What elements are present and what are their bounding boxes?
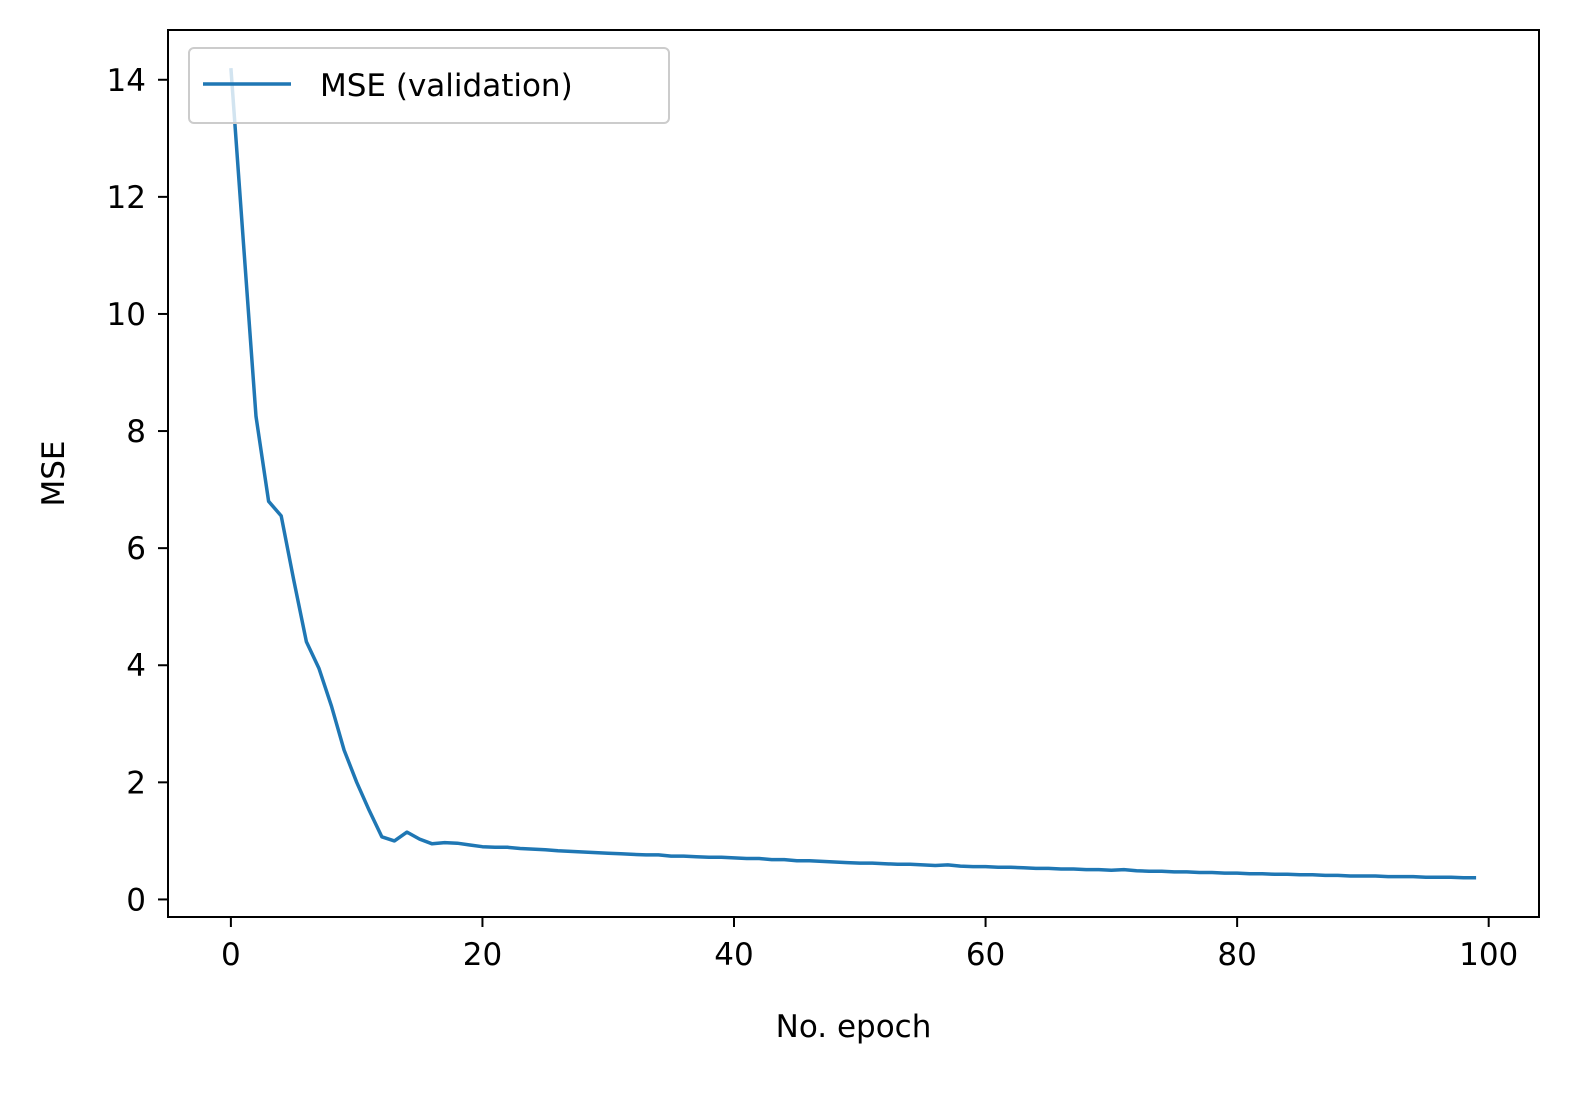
y-tick-label: 6 (126, 531, 146, 567)
x-axis-label: No. epoch (776, 1009, 932, 1045)
y-tick-label: 12 (107, 180, 146, 216)
y-tick-label: 14 (107, 63, 146, 99)
y-tick-label: 10 (107, 297, 146, 333)
series-line-0 (229, 67, 1477, 880)
series-layer (229, 67, 1477, 880)
x-tick-label: 80 (1217, 937, 1256, 973)
x-tick-label: 40 (714, 937, 753, 973)
legend-entry: MSE (validation) (320, 68, 573, 104)
x-tick-label: 20 (463, 937, 502, 973)
plot-area (168, 30, 1539, 917)
y-tick-label: 4 (126, 648, 146, 684)
x-tick-label: 60 (966, 937, 1005, 973)
x-tick-label: 100 (1459, 937, 1518, 973)
y-tick-label: 0 (126, 882, 146, 918)
x-tick-label: 0 (221, 937, 241, 973)
legend: MSE (validation) (188, 47, 670, 124)
y-axis-label: MSE (36, 440, 72, 506)
y-tick-label: 2 (126, 765, 146, 801)
x-axis-ticks: 0 20 40 60 80 100 (221, 917, 1518, 973)
plot-frame (167, 29, 1540, 918)
legend-box (188, 47, 670, 124)
y-axis-ticks: 0 2 4 6 8 10 12 14 (107, 63, 168, 918)
y-tick-label: 8 (126, 414, 146, 450)
